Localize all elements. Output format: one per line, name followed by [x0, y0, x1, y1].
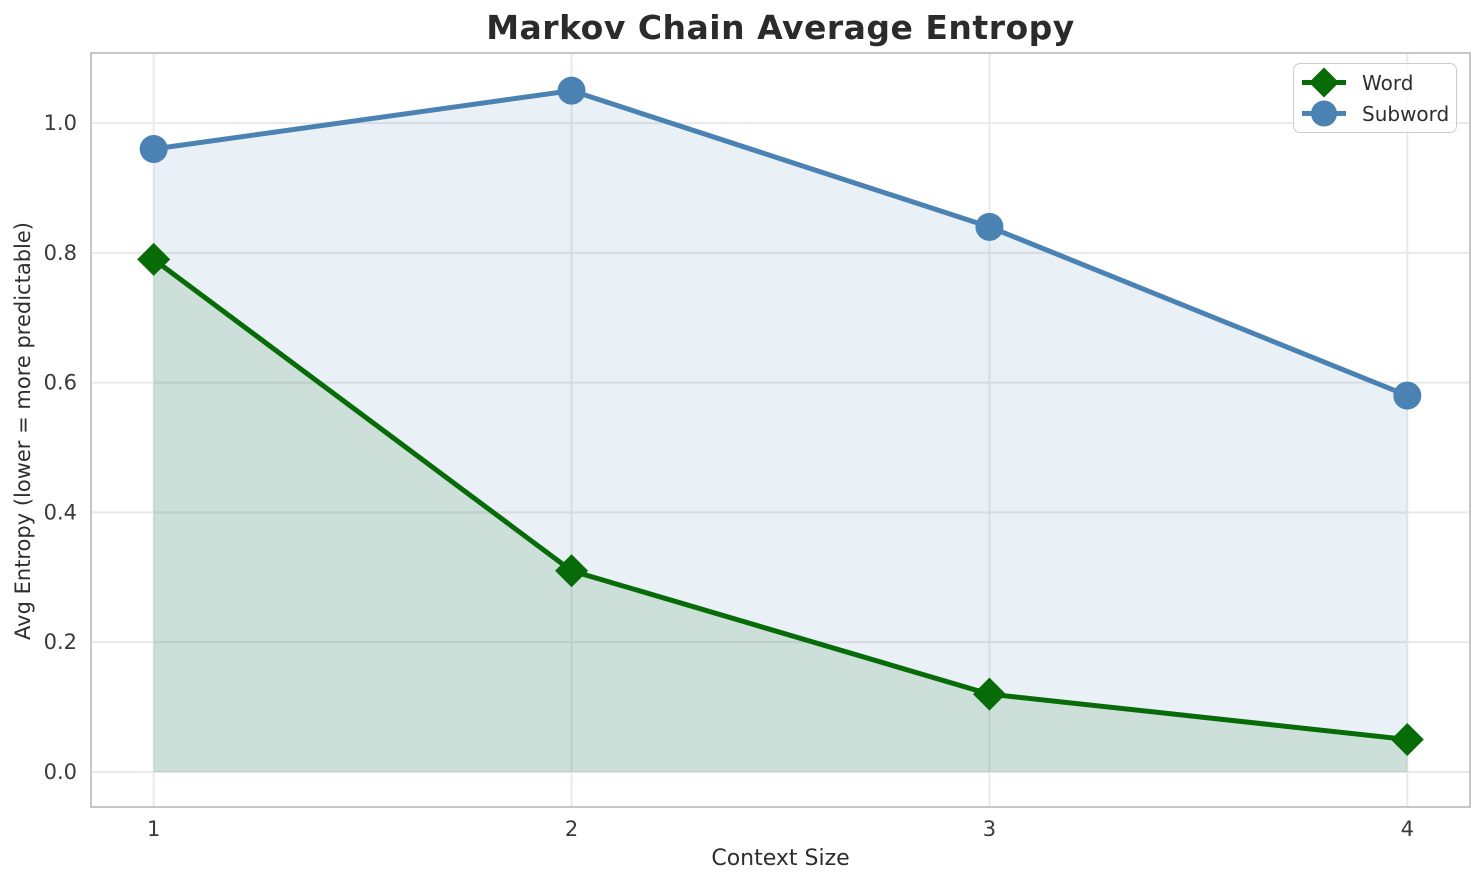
- y-tick-label: 1.0: [44, 111, 77, 135]
- chart-title: Markov Chain Average Entropy: [486, 8, 1075, 47]
- y-tick-label: 0.2: [44, 630, 77, 654]
- marker-circle-subword: [975, 212, 1004, 241]
- area-fill-subword: [153, 90, 1408, 772]
- x-tick-label: 1: [147, 817, 160, 841]
- marker-circle-subword: [1393, 381, 1422, 410]
- x-tick-label: 4: [1401, 817, 1414, 841]
- x-tick-label: 2: [565, 817, 578, 841]
- plot-border: [90, 52, 1471, 808]
- marker-diamond-word: [972, 677, 1006, 711]
- y-tick-label: 0.4: [44, 500, 77, 524]
- legend-label: Subword: [1362, 101, 1450, 126]
- legend-marker-circle-icon: [1302, 100, 1346, 127]
- y-tick-label: 0.8: [44, 241, 77, 265]
- series-line-word: [151, 256, 1410, 743]
- area-fill-word: [153, 259, 1408, 772]
- legend-item-subword: Subword: [1300, 98, 1450, 129]
- y-tick-label: 0.6: [44, 371, 77, 395]
- y-tick-label: 0.0: [44, 760, 77, 784]
- legend-label: Word: [1362, 70, 1414, 95]
- marker-diamond-word: [555, 554, 589, 588]
- x-axis-label: Context Size: [711, 846, 850, 871]
- legend: Word Subword: [1293, 63, 1457, 133]
- marker-circle-subword: [139, 135, 168, 164]
- y-axis-label: Avg Entropy (lower = more predictable): [11, 222, 35, 640]
- marker-circle-subword: [557, 76, 586, 105]
- legend-marker-diamond-icon: [1302, 67, 1346, 98]
- marker-diamond-word: [137, 242, 171, 276]
- series-line-subword: [151, 88, 1410, 399]
- marker-diamond-word: [1390, 723, 1424, 757]
- legend-item-word: Word: [1300, 67, 1448, 98]
- x-tick-label: 3: [983, 817, 996, 841]
